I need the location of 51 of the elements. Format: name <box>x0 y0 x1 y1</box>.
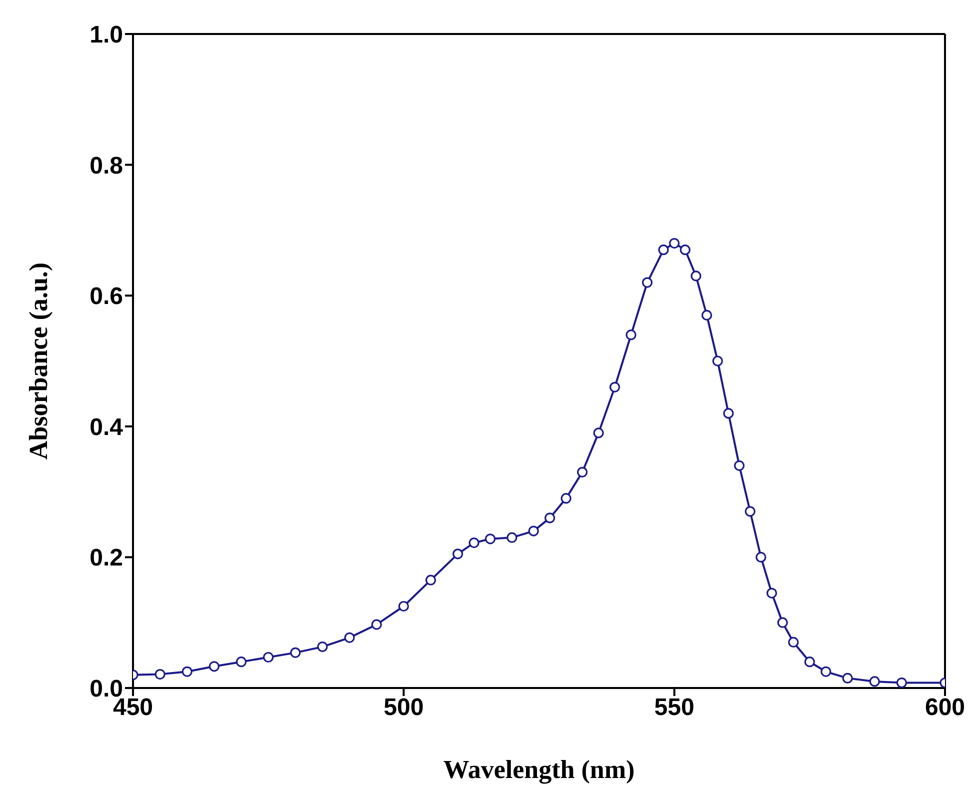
point <box>154 668 166 680</box>
x-tick-label: 550 <box>654 694 694 722</box>
point <box>425 574 436 586</box>
point <box>658 244 669 256</box>
point <box>371 619 382 630</box>
point <box>804 656 815 668</box>
point <box>236 656 247 668</box>
point <box>723 408 734 419</box>
point <box>263 652 274 663</box>
point <box>642 277 653 288</box>
y-tick-label: 1.0 <box>90 22 123 49</box>
point <box>593 428 604 438</box>
point <box>544 512 556 524</box>
point <box>896 677 907 688</box>
point <box>820 666 832 677</box>
x-tick-label: 500 <box>384 694 424 722</box>
point <box>626 330 636 340</box>
y-tick-label: 0.2 <box>90 544 123 572</box>
point <box>560 493 572 504</box>
point <box>528 526 539 536</box>
point <box>788 636 799 648</box>
point <box>690 270 702 282</box>
point <box>669 238 680 249</box>
y-tick-label: 0.6 <box>90 283 123 310</box>
point <box>317 642 328 652</box>
x-axis-title: Wavelength (nm) <box>443 755 635 784</box>
point <box>609 382 620 392</box>
point <box>208 661 220 672</box>
point <box>842 672 853 684</box>
point <box>468 538 480 548</box>
point <box>756 552 766 562</box>
point <box>869 676 880 687</box>
point <box>702 310 712 321</box>
y-axis-title: Absorbance (a.u.) <box>24 262 54 460</box>
point <box>344 632 355 643</box>
point <box>712 356 723 366</box>
point <box>290 647 301 658</box>
x-tick-label: 600 <box>924 694 966 722</box>
point <box>484 534 496 544</box>
y-tick-label: 0.8 <box>90 152 123 180</box>
y-tick-label: 0.4 <box>90 414 124 441</box>
point <box>182 666 192 677</box>
point <box>680 244 690 256</box>
point <box>577 466 588 478</box>
point <box>777 617 788 628</box>
point <box>744 506 756 517</box>
point <box>734 460 745 471</box>
point <box>506 532 518 543</box>
point <box>452 548 464 560</box>
point <box>766 588 778 598</box>
point <box>398 600 409 612</box>
